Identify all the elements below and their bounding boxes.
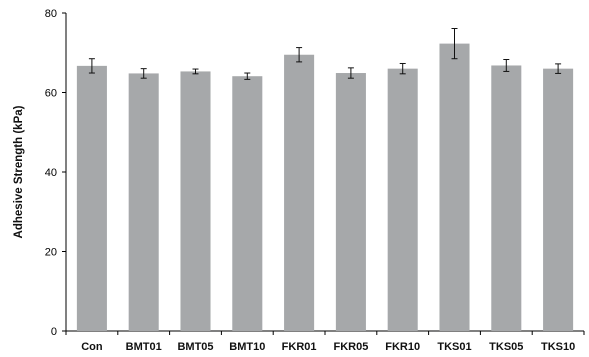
x-tick-label: BMT10 bbox=[229, 341, 265, 353]
error-bar-tks10 bbox=[555, 63, 562, 74]
bar-tks01 bbox=[439, 43, 470, 332]
bar-bmt01 bbox=[128, 73, 159, 332]
bar-fkr10 bbox=[387, 68, 418, 332]
error-bar-fkr10 bbox=[399, 62, 406, 75]
x-tick-label: TKS05 bbox=[489, 341, 523, 353]
bars bbox=[76, 43, 574, 332]
y-tick-label: 60 bbox=[45, 88, 57, 100]
x-tick-label: FKR05 bbox=[333, 341, 368, 353]
bar-bmt10 bbox=[232, 76, 263, 331]
error-bar-fkr05 bbox=[347, 67, 354, 79]
x-tick-label: BMT01 bbox=[126, 341, 162, 353]
error-bars bbox=[88, 28, 562, 80]
x-tick-label: FKR10 bbox=[385, 341, 420, 353]
x-axis: Con BMT01 BMT05 BMT10 FKR01 FKR05 FKR10 TKS01 TK… bbox=[65, 330, 585, 353]
bar-con bbox=[76, 65, 107, 332]
y-tick-label: 20 bbox=[45, 247, 57, 259]
y-tick-label: 80 bbox=[45, 8, 57, 20]
x-tick-label: TKS10 bbox=[541, 341, 575, 353]
x-tick-label: Con bbox=[81, 341, 103, 353]
bar-fkr01 bbox=[284, 54, 315, 332]
x-tick-label: FKR01 bbox=[282, 341, 317, 353]
y-axis-title: Adhesive Strength (kPa) bbox=[13, 105, 25, 238]
y-axis: 0 20 40 60 80 bbox=[45, 8, 67, 338]
bar-fkr05 bbox=[335, 73, 366, 332]
error-bar-con bbox=[88, 58, 95, 74]
y-tick-label: 40 bbox=[45, 167, 57, 179]
bar-tks05 bbox=[491, 65, 522, 331]
x-tick-label: TKS01 bbox=[437, 341, 471, 353]
error-bar-bmt05 bbox=[192, 68, 199, 75]
error-bar-bmt10 bbox=[244, 72, 251, 80]
error-bar-tks05 bbox=[503, 59, 510, 72]
y-tick-label: 0 bbox=[51, 326, 57, 338]
x-tick-label: BMT05 bbox=[177, 341, 213, 353]
error-bar-bmt01 bbox=[140, 68, 147, 79]
error-bar-fkr01 bbox=[296, 47, 303, 63]
error-bar-tks01 bbox=[451, 28, 458, 60]
bar-tks10 bbox=[543, 68, 574, 332]
bar-bmt05 bbox=[180, 71, 211, 332]
